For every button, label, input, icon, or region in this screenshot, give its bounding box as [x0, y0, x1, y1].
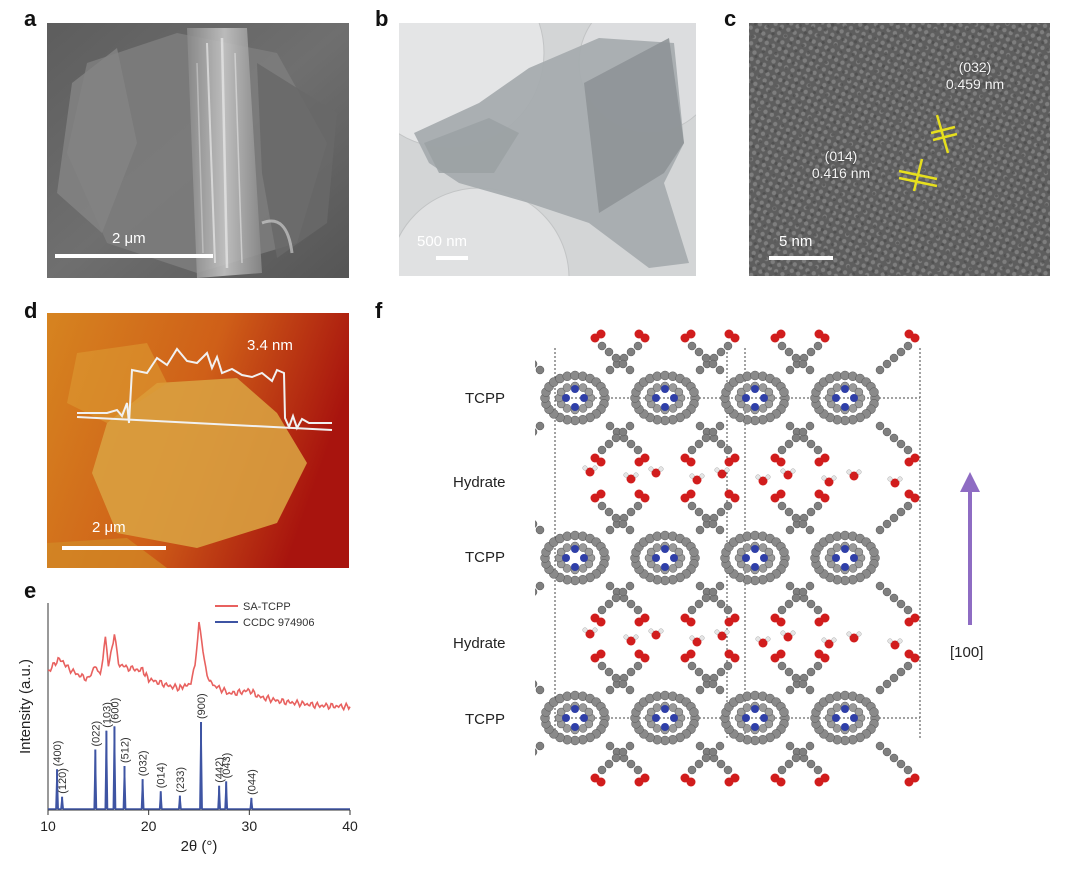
crystal-structure	[535, 329, 921, 787]
xrd-peak-label: (900)	[196, 693, 208, 719]
panel-b-letter: b	[375, 6, 389, 31]
sem-scalebar	[55, 254, 213, 258]
tem-image: 500 nm	[399, 23, 696, 276]
layer-label-tcpp-3: TCPP	[465, 711, 506, 728]
xrd-peak-label: (103)	[101, 702, 113, 728]
direction-arrow	[960, 472, 980, 625]
xrd-peak-label: (014)	[156, 763, 168, 789]
tcpp-layer	[535, 649, 920, 787]
afm-image: 3.4 nm 2 μm	[47, 313, 349, 568]
xrd-x-axis-title: 2θ (°)	[181, 838, 218, 855]
xrd-legend-label: CCDC 974906	[243, 617, 315, 629]
xrd-x-tick-label: 40	[342, 818, 358, 834]
xrd-series-ccdc	[48, 721, 350, 810]
xrd-peak-label: (032)	[138, 751, 150, 777]
plane-032-spacing: 0.459 nm	[945, 76, 1005, 92]
tcpp-layer	[535, 489, 920, 627]
panel-a-letter: a	[24, 6, 37, 31]
xrd-peak-label: (233)	[175, 767, 187, 793]
layer-label-hydrate-1: Hydrate	[453, 474, 506, 491]
xrd-peak-label: (044)	[246, 769, 258, 795]
panel-e-letter: e	[24, 578, 37, 603]
xrd-x-tick-label: 20	[141, 818, 157, 834]
xrd-peak-label: (043)	[221, 753, 233, 779]
panel-c-letter: c	[724, 6, 737, 31]
plane-014-spacing: 0.416 nm	[811, 165, 871, 181]
hydrate-layer	[582, 465, 903, 488]
afm-scalebar-label: 2 μm	[92, 519, 126, 536]
xrd-peak-label: (120)	[57, 768, 69, 794]
tcpp-layer	[535, 329, 920, 467]
hrtem-image: (032) 0.459 nm (014) 0.416 nm 5 nm	[749, 23, 1050, 276]
tem-scalebar	[436, 256, 468, 260]
xrd-legend-label: SA-TCPP	[243, 601, 291, 613]
xrd-peak-label: (442)	[214, 757, 226, 783]
panel-d-letter: d	[24, 298, 38, 323]
afm-height-label: 3.4 nm	[247, 337, 293, 354]
xrd-peak-label: (512)	[120, 737, 132, 763]
xrd-peak-label: (600)	[109, 698, 121, 724]
xrd-peak-label: (400)	[52, 741, 64, 767]
sem-scalebar-label: 2 μm	[112, 230, 146, 247]
xrd-x-tick-label: 10	[40, 818, 56, 834]
panel-f-letter: f	[375, 298, 383, 323]
afm-height-profile	[76, 347, 333, 431]
layer-label-tcpp-1: TCPP	[465, 390, 506, 407]
xrd-y-axis-title: Intensity (a.u.)	[17, 659, 34, 754]
sem-image: 2 μm	[47, 23, 349, 278]
xrd-series-sa-tcpp	[47, 621, 351, 712]
tem-scalebar-label: 500 nm	[417, 233, 468, 250]
layer-label-hydrate-2: Hydrate	[453, 635, 506, 652]
layer-label-tcpp-2: TCPP	[465, 549, 506, 566]
plane-032-index: (032)	[958, 59, 992, 75]
plane-014-index: (014)	[824, 148, 858, 164]
direction-label: [100]	[950, 644, 984, 661]
xrd-x-tick-label: 30	[242, 818, 258, 834]
hrtem-scalebar	[769, 256, 833, 260]
afm-scalebar	[62, 546, 166, 550]
xrd-peak-label: (022)	[90, 721, 102, 747]
xrd-chart: 10 20 30 40 2θ (°) Intensity (a.u.) (400)(120)…	[17, 601, 358, 855]
plane-032-label: (032) 0.459 nm	[935, 59, 1015, 93]
plane-014-label: (014) 0.416 nm	[801, 148, 881, 182]
hrtem-scalebar-label: 5 nm	[779, 233, 813, 250]
hydrate-layer	[582, 627, 903, 650]
